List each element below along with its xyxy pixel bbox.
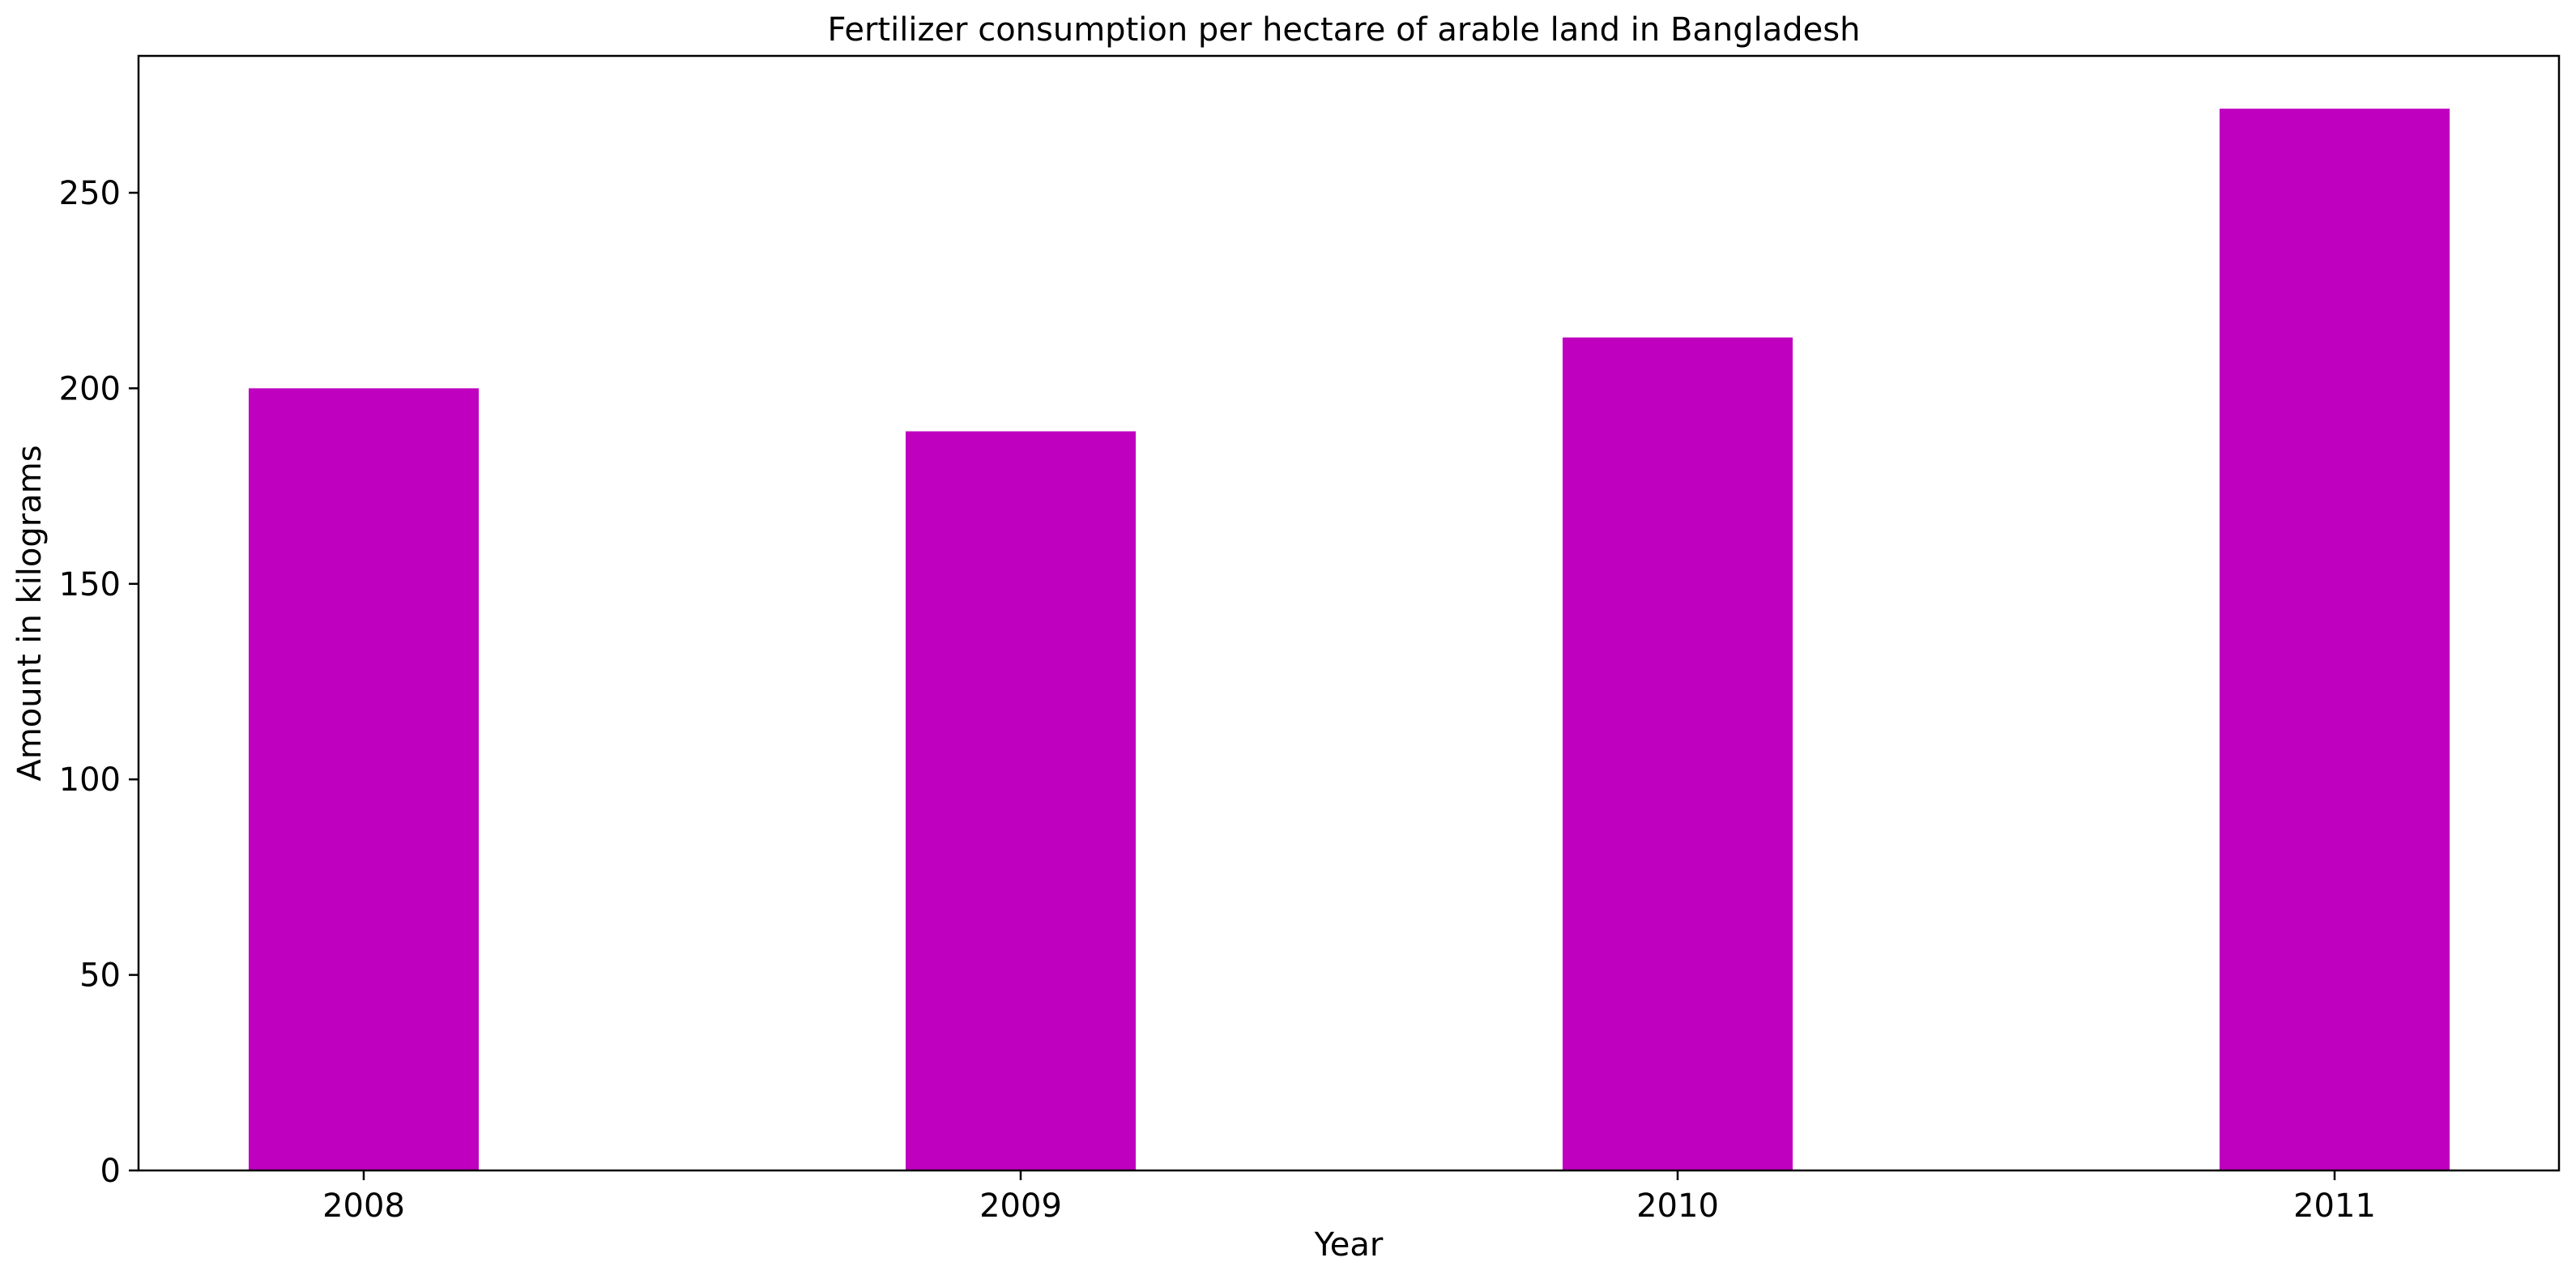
bar-2010 [1563,337,1793,1170]
y-tick-label: 250 [59,175,121,212]
y-tick-label: 200 [59,370,121,407]
y-tick-label: 0 [100,1153,121,1190]
x-tick-label: 2008 [322,1187,405,1225]
y-tick-label: 100 [59,761,121,799]
plot-frame [137,54,2561,1172]
bar-2011 [2220,109,2450,1170]
bar-2008 [249,388,479,1170]
x-axis: 2008 2009 2010 2011 [322,1170,2376,1225]
y-tick-label: 150 [59,566,121,603]
bar-2009 [906,431,1136,1170]
chart-title: Fertilizer consumption per hectare of ar… [828,11,1861,49]
y-axis: 0 50 100 150 200 250 [59,175,139,1190]
y-axis-label: Amount in kilograms [11,445,49,781]
x-tick-label: 2009 [979,1187,1062,1225]
y-tick-label: 50 [79,957,121,995]
x-tick-label: 2010 [1636,1187,1719,1225]
bars [249,109,2450,1170]
x-axis-label: Year [1314,1226,1384,1264]
x-tick-label: 2011 [2293,1187,2376,1225]
